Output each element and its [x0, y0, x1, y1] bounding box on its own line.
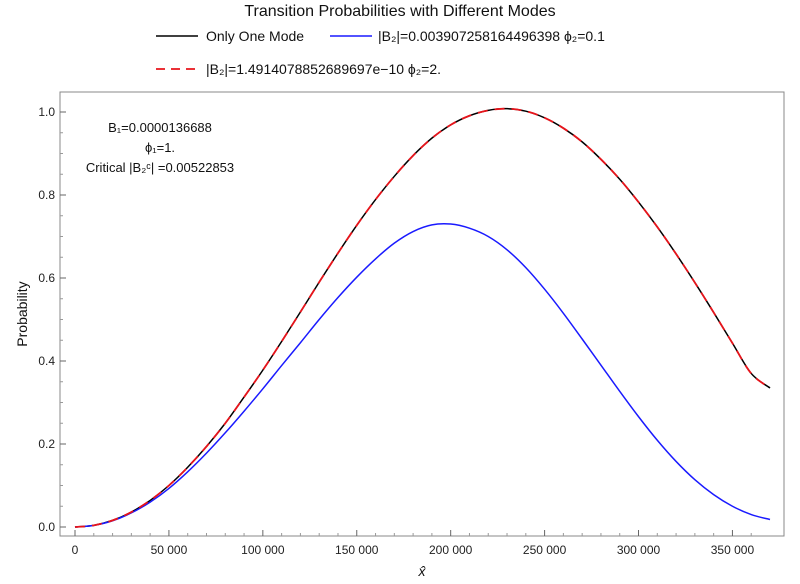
plot-frame: [59, 91, 785, 537]
annotation-b1: B₁=0.0000136688: [108, 120, 212, 135]
legend-label-2: |B₂|=1.4914078852689697e−10 ϕ₂=2.: [206, 61, 441, 77]
x-tick-label-0: 0: [72, 543, 79, 557]
y-axis-label: Probability: [14, 281, 30, 346]
x-tick-label-7: 350 000: [711, 543, 755, 557]
series-line-1: [74, 222, 771, 528]
annotation-critical: Critical |B₂ᶜ| =0.00522853: [86, 160, 234, 175]
legend-label-0: Only One Mode: [206, 28, 304, 44]
y-tick-label-4: 0.8: [38, 188, 55, 202]
x-axis: 0 50 000 100 000 150 000 200 000 250 000 300 0…: [72, 530, 755, 557]
y-tick-label-3: 0.6: [38, 271, 55, 285]
x-tick-label-2: 100 000: [241, 543, 285, 557]
series-layer: [74, 107, 771, 528]
y-tick-label-5: 1.0: [38, 105, 55, 119]
chart-title: Transition Probabilities with Different …: [244, 3, 555, 20]
y-tick-label-0: 0.0: [38, 520, 55, 534]
y-tick-label-1: 0.2: [38, 437, 55, 451]
x-tick-label-4: 200 000: [429, 543, 473, 557]
y-tick-label-2: 0.4: [38, 354, 55, 368]
x-axis-label: x̂: [418, 563, 427, 579]
x-tick-label-6: 300 000: [617, 543, 661, 557]
legend: Only One Mode |B₂|=0.003907258164496398 …: [156, 28, 605, 77]
x-tick-label-1: 50 000: [151, 543, 188, 557]
y-axis: 0.0 0.2 0.4 0.6 0.8 1.0: [38, 105, 66, 534]
x-tick-label-5: 250 000: [523, 543, 567, 557]
legend-label-1: |B₂|=0.003907258164496398 ϕ₂=0.1: [378, 28, 605, 44]
annotation-phi1: ϕ₁=1.: [145, 140, 175, 155]
series-line-2: [74, 107, 771, 528]
annotation-block: B₁=0.0000136688 ϕ₁=1. Critical |B₂ᶜ| =0.…: [86, 120, 234, 175]
x-tick-label-3: 150 000: [335, 543, 379, 557]
